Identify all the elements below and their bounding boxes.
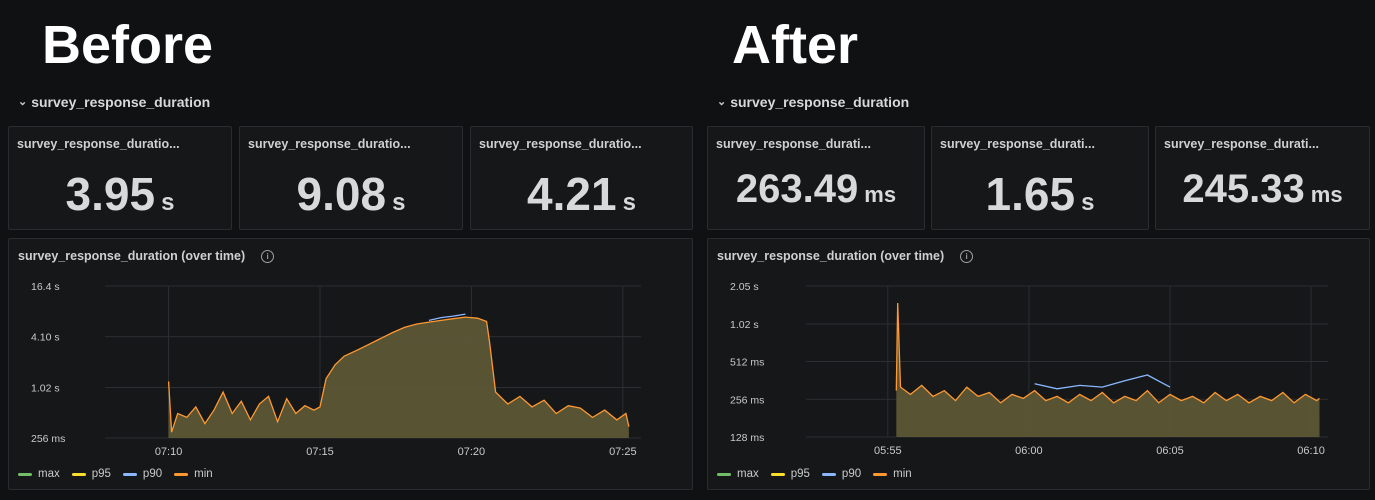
y-tick-label: 2.05 s — [730, 281, 759, 293]
stat-panel-before-2[interactable]: survey_response_duratio... 9.08 s — [239, 126, 463, 230]
legend: max p95 p90 min — [18, 468, 213, 480]
x-tick-label: 06:00 — [1015, 445, 1043, 457]
x-tick-label: 07:10 — [155, 446, 183, 458]
stat-title: survey_response_duratio... — [479, 137, 642, 151]
series-line-min — [895, 302, 1320, 404]
stat-unit: s — [392, 189, 406, 216]
x-tick-label: 05:55 — [874, 445, 902, 457]
series-line-p90 — [428, 313, 466, 322]
legend-item-p90[interactable]: p90 — [122, 468, 163, 480]
stat-value: 263.49 ms — [708, 167, 924, 212]
timeseries-title-text: survey_response_duration (over time) — [18, 249, 246, 263]
info-icon[interactable]: i — [261, 249, 275, 263]
stat-unit: ms — [1310, 182, 1343, 207]
chevron-down-icon: ⌄ — [18, 95, 28, 108]
legend-swatch — [873, 472, 888, 476]
legend-label: max — [38, 468, 60, 480]
y-tick-label: 1.02 s — [730, 319, 759, 331]
after-heading: After — [732, 15, 859, 75]
series-line-p90 — [1034, 374, 1171, 390]
legend-item-max[interactable]: max — [18, 468, 60, 480]
y-tick-label: 256 ms — [31, 433, 65, 445]
legend-swatch — [770, 472, 785, 476]
timeseries-panel-after[interactable]: survey_response_duration (over time) i 1… — [707, 238, 1370, 490]
legend-label: p90 — [142, 468, 163, 480]
x-tick-label: 07:25 — [609, 446, 637, 458]
stat-title: survey_response_duratio... — [17, 137, 180, 151]
legend-item-p95[interactable]: p95 — [770, 468, 810, 480]
stat-number: 4.21 — [527, 168, 617, 220]
x-tick-label: 06:05 — [1156, 445, 1184, 457]
legend-label: min — [194, 468, 213, 480]
y-tick-label: 512 ms — [730, 357, 764, 369]
timeseries-chart-before: 256 ms 1.02 s 4.10 s 16.4 s 07:10 07:15 07:20 0… — [31, 281, 641, 458]
stat-number: 245.33 — [1182, 167, 1305, 211]
stat-number: 3.95 — [65, 168, 156, 220]
stat-number: 9.08 — [296, 168, 387, 220]
stat-value: 245.33 ms — [1156, 167, 1369, 212]
stat-unit: s — [622, 189, 636, 216]
timeseries-title-text: survey_response_duration (over time) — [717, 249, 945, 263]
timeseries-title: survey_response_duration (over time) i — [717, 249, 974, 263]
y-tick-label: 1.02 s — [31, 382, 60, 394]
before-heading: Before — [42, 15, 214, 75]
row-toggle-before[interactable]: ⌄ survey_response_duration — [18, 94, 210, 110]
legend-label: min — [893, 468, 912, 480]
series-area-min — [896, 303, 1320, 437]
row-toggle-after[interactable]: ⌄ survey_response_duration — [717, 94, 909, 110]
legend-label: p95 — [790, 468, 810, 480]
stat-title: survey_response_durati... — [1164, 137, 1319, 151]
stat-number: 1.65 — [985, 168, 1076, 220]
stat-value: 9.08 s — [240, 167, 462, 221]
legend-label: p90 — [841, 468, 862, 480]
legend-item-max[interactable]: max — [717, 468, 759, 480]
stat-panel-after-3[interactable]: survey_response_durati... 245.33 ms — [1155, 126, 1370, 230]
legend-swatch — [174, 472, 189, 476]
y-tick-label: 256 ms — [730, 394, 764, 406]
stat-value: 3.95 s — [9, 167, 231, 221]
series-area-min — [168, 317, 629, 438]
legend: max p95 p90 min — [717, 468, 912, 480]
x-tick-label: 06:10 — [1297, 445, 1325, 457]
stat-title: survey_response_durati... — [716, 137, 871, 151]
legend-label: max — [737, 468, 759, 480]
y-tick-label: 4.10 s — [31, 332, 60, 344]
stat-unit: s — [1081, 189, 1095, 216]
stat-panel-before-1[interactable]: survey_response_duratio... 3.95 s — [8, 126, 232, 230]
row-title: survey_response_duration — [31, 94, 211, 110]
legend-swatch — [821, 472, 836, 476]
x-tick-label: 07:20 — [458, 446, 486, 458]
legend-swatch — [717, 472, 731, 476]
legend-swatch — [71, 472, 86, 476]
stat-panel-after-1[interactable]: survey_response_durati... 263.49 ms — [707, 126, 925, 230]
legend-label: p95 — [91, 468, 111, 480]
x-tick-label: 07:15 — [306, 446, 334, 458]
legend-item-min[interactable]: min — [174, 468, 213, 480]
legend-item-p90[interactable]: p90 — [821, 468, 862, 480]
series-line-min — [167, 316, 630, 433]
legend-item-min[interactable]: min — [873, 468, 912, 480]
stat-number: 263.49 — [735, 167, 859, 211]
stat-title: survey_response_duratio... — [248, 137, 411, 151]
stat-panel-after-2[interactable]: survey_response_durati... 1.65 s — [931, 126, 1149, 230]
stat-value: 4.21 s — [471, 167, 692, 221]
stat-title: survey_response_durati... — [940, 137, 1095, 151]
y-tick-label: 16.4 s — [31, 281, 60, 293]
timeseries-panel-before[interactable]: survey_response_duration (over time) i 2… — [8, 238, 693, 490]
info-icon[interactable]: i — [960, 249, 974, 263]
legend-item-p95[interactable]: p95 — [71, 468, 111, 480]
stat-value: 1.65 s — [932, 167, 1148, 221]
timeseries-title: survey_response_duration (over time) i — [18, 249, 275, 263]
y-tick-label: 128 ms — [730, 432, 764, 444]
timeseries-chart-after: 128 ms 256 ms 512 ms 1.02 s 2.05 s 05:55 06:00… — [730, 281, 1328, 457]
stat-unit: s — [161, 189, 175, 216]
stat-panel-before-3[interactable]: survey_response_duratio... 4.21 s — [470, 126, 693, 230]
legend-swatch — [18, 472, 32, 476]
legend-swatch — [122, 472, 137, 476]
row-title: survey_response_duration — [730, 94, 910, 110]
chevron-down-icon: ⌄ — [717, 95, 727, 108]
stat-unit: ms — [864, 182, 897, 207]
